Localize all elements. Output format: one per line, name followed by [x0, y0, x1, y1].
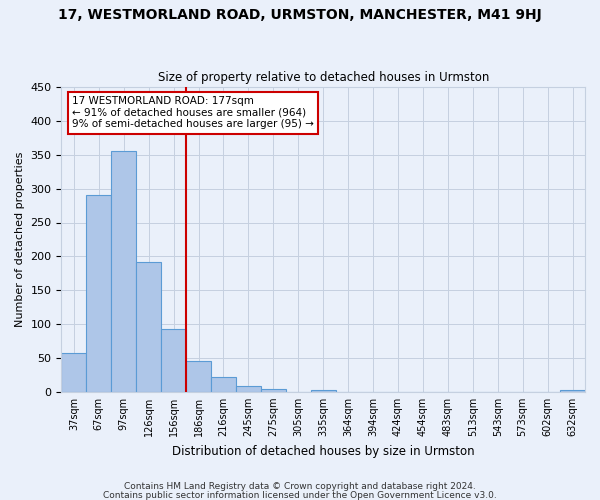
X-axis label: Distribution of detached houses by size in Urmston: Distribution of detached houses by size …	[172, 444, 475, 458]
Bar	[560, 390, 585, 392]
Bar	[161, 329, 186, 392]
Bar	[186, 362, 211, 392]
Bar	[261, 389, 286, 392]
Bar	[111, 152, 136, 392]
Bar	[236, 386, 261, 392]
Bar	[211, 377, 236, 392]
Text: 17 WESTMORLAND ROAD: 177sqm
← 91% of detached houses are smaller (964)
9% of sem: 17 WESTMORLAND ROAD: 177sqm ← 91% of det…	[72, 96, 314, 130]
Text: 17, WESTMORLAND ROAD, URMSTON, MANCHESTER, M41 9HJ: 17, WESTMORLAND ROAD, URMSTON, MANCHESTE…	[58, 8, 542, 22]
Bar	[136, 262, 161, 392]
Bar	[61, 353, 86, 392]
Bar	[86, 196, 111, 392]
Text: Contains public sector information licensed under the Open Government Licence v3: Contains public sector information licen…	[103, 491, 497, 500]
Bar	[311, 390, 335, 392]
Text: Contains HM Land Registry data © Crown copyright and database right 2024.: Contains HM Land Registry data © Crown c…	[124, 482, 476, 491]
Y-axis label: Number of detached properties: Number of detached properties	[15, 152, 25, 327]
Title: Size of property relative to detached houses in Urmston: Size of property relative to detached ho…	[158, 72, 489, 85]
